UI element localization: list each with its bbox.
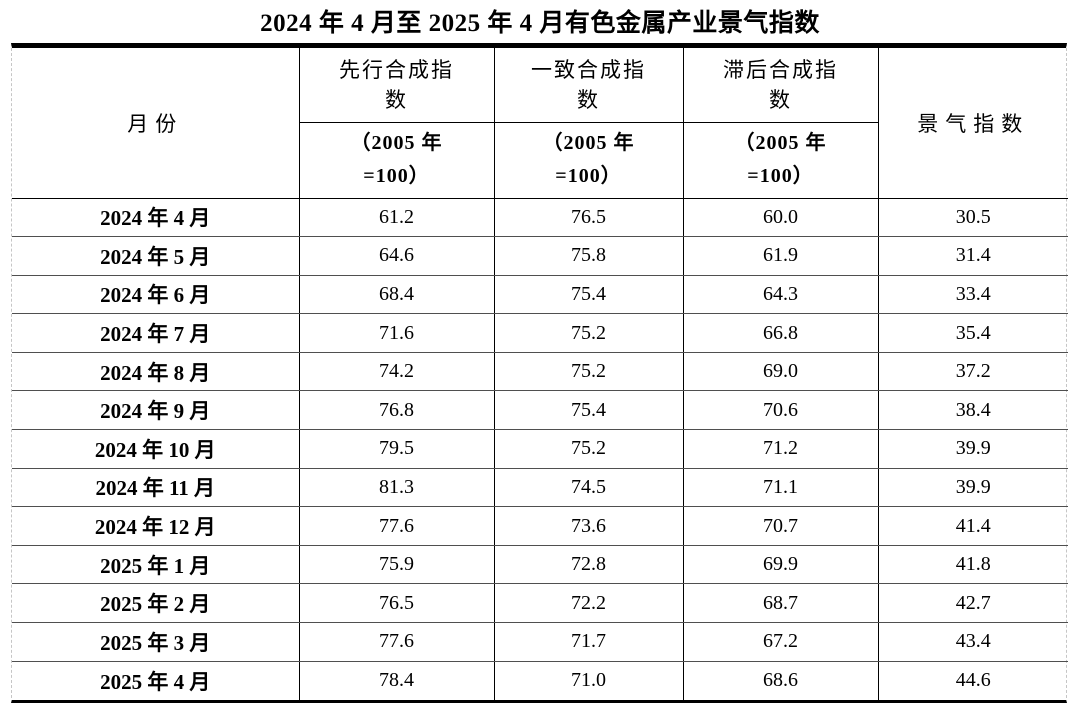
header-coincident-index: 一致合成指 数	[493, 48, 684, 123]
leading-index-value: 75.9	[298, 544, 495, 585]
prosperity-index-table: 月份 先行合成指 数 一致合成指 数 滞后合成指 数 景气指数 （2005 年 …	[12, 48, 1068, 700]
month-cell: 2024 年 9 月	[12, 390, 300, 431]
coincident-index-value: 72.2	[493, 583, 684, 624]
coincident-index-value: 75.4	[493, 390, 684, 431]
table-row: 2025 年 2 月 76.5 72.2 68.7 42.7	[12, 583, 1068, 624]
table-row: 2024 年 10 月 79.5 75.2 71.2 39.9	[12, 429, 1068, 469]
lagging-index-value: 60.0	[682, 197, 879, 238]
lagging-index-value: 69.0	[682, 351, 879, 392]
prosperity-index-value: 33.4	[877, 274, 1068, 315]
coincident-index-value: 74.5	[493, 467, 684, 508]
coincident-index-value: 75.2	[493, 351, 684, 392]
coincident-index-value: 71.0	[493, 660, 684, 700]
table-title: 2024 年 4 月至 2025 年 4 月有色金属产业景气指数	[260, 10, 820, 37]
month-cell: 2024 年 11 月	[12, 467, 300, 508]
coincident-index-value: 73.6	[493, 506, 684, 546]
coincident-index-value: 75.2	[493, 429, 684, 469]
month-cell: 2024 年 5 月	[12, 236, 300, 276]
lagging-index-value: 70.7	[682, 506, 879, 546]
table-row: 2024 年 12 月 77.6 73.6 70.7 41.4	[12, 506, 1068, 546]
lagging-index-value: 61.9	[682, 236, 879, 276]
index-table-frame: 月份 先行合成指 数 一致合成指 数 滞后合成指 数 景气指数 （2005 年 …	[11, 43, 1068, 703]
table-row: 2024 年 8 月 74.2 75.2 69.0 37.2	[12, 351, 1068, 392]
month-cell: 2024 年 8 月	[12, 351, 300, 392]
header-row-names: 月份 先行合成指 数 一致合成指 数 滞后合成指 数 景气指数	[12, 48, 1068, 199]
table-row: 2024 年 5 月 64.6 75.8 61.9 31.4	[12, 236, 1068, 276]
prosperity-index-value: 39.9	[877, 429, 1068, 469]
lagging-index-value: 70.6	[682, 390, 879, 431]
table-row: 2024 年 11 月 81.3 74.5 71.1 39.9	[12, 467, 1068, 508]
coincident-index-value: 75.2	[493, 313, 684, 353]
leading-index-value: 64.6	[298, 236, 495, 276]
prosperity-index-value: 44.6	[877, 660, 1068, 700]
leading-index-value: 79.5	[298, 429, 495, 469]
header-coincident-base: （2005 年 =100）	[493, 121, 684, 199]
month-cell: 2025 年 4 月	[12, 660, 300, 700]
header-row-base: （2005 年 =100） （2005 年 =100） （2005 年 =100…	[12, 121, 1068, 199]
table-row: 2024 年 9 月 76.8 75.4 70.6 38.4	[12, 390, 1068, 431]
lagging-index-value: 71.1	[682, 467, 879, 508]
table-row: 2024 年 6 月 68.4 75.4 64.3 33.4	[12, 274, 1068, 315]
prosperity-index-value: 41.8	[877, 544, 1068, 585]
lagging-index-value: 64.3	[682, 274, 879, 315]
prosperity-index-value: 38.4	[877, 390, 1068, 431]
table-header: 月份 先行合成指 数 一致合成指 数 滞后合成指 数 景气指数 （2005 年 …	[12, 48, 1068, 199]
leading-index-value: 76.5	[298, 583, 495, 624]
table-row: 2024 年 4 月 61.2 76.5 60.0 30.5	[12, 197, 1068, 238]
leading-index-value: 76.8	[298, 390, 495, 431]
leading-index-value: 68.4	[298, 274, 495, 315]
prosperity-index-value: 30.5	[877, 197, 1068, 238]
prosperity-index-value: 35.4	[877, 313, 1068, 353]
coincident-index-value: 71.7	[493, 622, 684, 662]
month-cell: 2025 年 2 月	[12, 583, 300, 624]
prosperity-index-value: 42.7	[877, 583, 1068, 624]
prosperity-index-value: 43.4	[877, 622, 1068, 662]
month-cell: 2024 年 4 月	[12, 197, 300, 238]
prosperity-index-value: 31.4	[877, 236, 1068, 276]
prosperity-index-value: 39.9	[877, 467, 1068, 508]
leading-index-value: 77.6	[298, 622, 495, 662]
leading-index-value: 71.6	[298, 313, 495, 353]
header-leading-index: 先行合成指 数	[298, 48, 495, 123]
leading-index-value: 81.3	[298, 467, 495, 508]
table-row: 2025 年 4 月 78.4 71.0 68.6 44.6	[12, 660, 1068, 700]
header-leading-base: （2005 年 =100）	[299, 121, 495, 199]
header-prosperity-index: 景气指数	[877, 48, 1068, 199]
header-month: 月份	[12, 48, 300, 199]
table-body: 2024 年 4 月 61.2 76.5 60.0 30.5 2024 年 5 …	[12, 197, 1068, 700]
table-row: 2024 年 7 月 71.6 75.2 66.8 35.4	[12, 313, 1068, 353]
leading-index-value: 78.4	[298, 660, 495, 700]
month-cell: 2025 年 1 月	[12, 544, 300, 585]
table-row: 2025 年 1 月 75.9 72.8 69.9 41.8	[12, 544, 1068, 585]
month-cell: 2024 年 12 月	[12, 506, 300, 546]
header-lagging-index: 滞后合成指 数	[682, 48, 879, 123]
prosperity-index-value: 37.2	[877, 351, 1068, 392]
lagging-index-value: 69.9	[682, 544, 879, 585]
lagging-index-value: 68.6	[682, 660, 879, 700]
table-row: 2025 年 3 月 77.6 71.7 67.2 43.4	[12, 622, 1068, 662]
prosperity-index-value: 41.4	[877, 506, 1068, 546]
leading-index-value: 74.2	[298, 351, 495, 392]
lagging-index-value: 66.8	[682, 313, 879, 353]
coincident-index-value: 75.4	[493, 274, 684, 315]
month-cell: 2024 年 7 月	[12, 313, 300, 353]
month-cell: 2024 年 6 月	[12, 274, 300, 315]
coincident-index-value: 75.8	[493, 236, 684, 276]
lagging-index-value: 67.2	[682, 622, 879, 662]
lagging-index-value: 68.7	[682, 583, 879, 624]
header-lagging-base: （2005 年 =100）	[682, 121, 878, 199]
leading-index-value: 77.6	[298, 506, 495, 546]
month-cell: 2025 年 3 月	[12, 622, 300, 662]
coincident-index-value: 72.8	[493, 544, 684, 585]
coincident-index-value: 76.5	[493, 197, 684, 238]
lagging-index-value: 71.2	[682, 429, 879, 469]
leading-index-value: 61.2	[298, 197, 495, 238]
month-cell: 2024 年 10 月	[12, 429, 300, 469]
